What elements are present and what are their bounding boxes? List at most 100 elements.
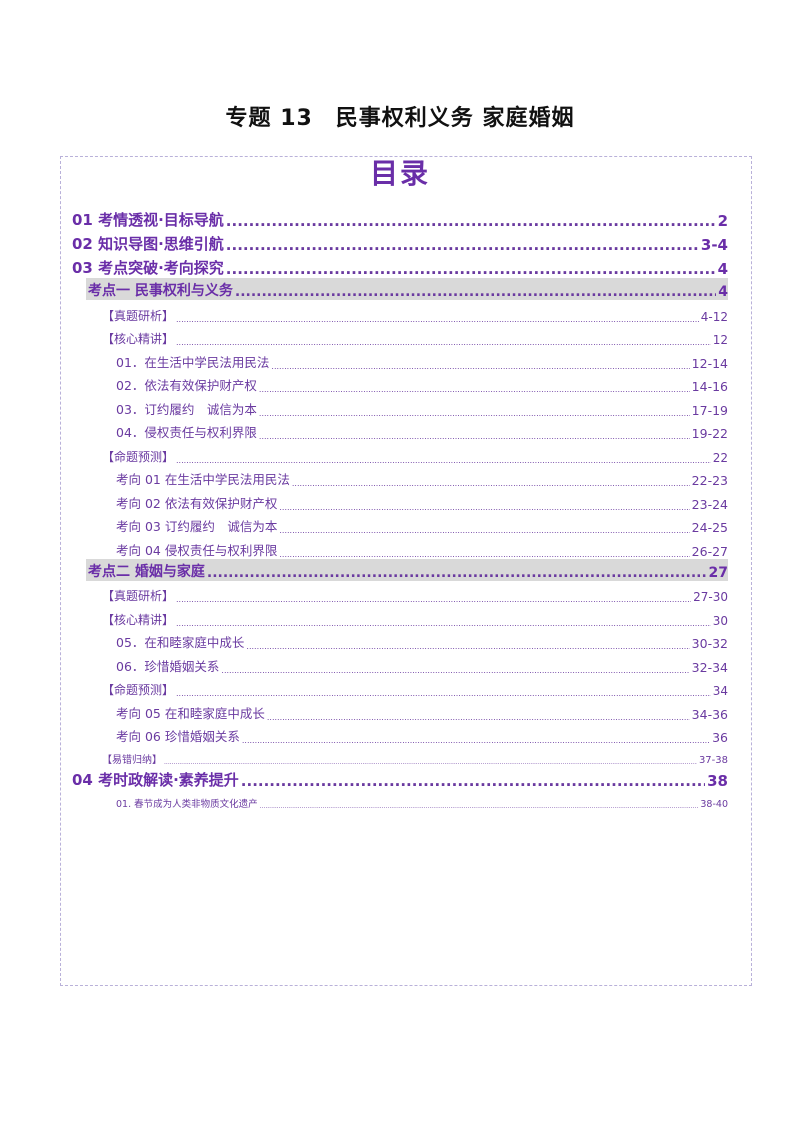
toc-entry-label: 考向 06 珍惜婚姻关系 xyxy=(116,729,240,744)
toc-entry-label: 06．珍惜婚姻关系 xyxy=(116,658,220,674)
toc-entry-label: 【命题预测】 xyxy=(102,683,175,697)
toc-entry-page: 32-34 xyxy=(691,659,728,675)
toc-entry[interactable]: 01．在生活中学民法用民法 12-14 xyxy=(72,347,728,371)
toc-leader-dots xyxy=(207,565,707,581)
toc-frame xyxy=(60,156,752,986)
toc-entry[interactable]: 【核心精讲】 12 xyxy=(72,324,728,347)
toc-entry-label: 04 考时政解读·素养提升 xyxy=(72,771,239,789)
toc-entry[interactable]: 【命题预测】 34 xyxy=(72,675,728,698)
toc-entry-label: 01．在生活中学民法用民法 xyxy=(116,354,270,370)
toc-entry[interactable]: 考向 03 订约履约 诚信为本 24-25 xyxy=(72,512,728,535)
toc-entry-label: 【命题预测】 xyxy=(102,449,175,464)
toc-entry[interactable]: 【真题研析】 27-30 xyxy=(72,581,728,604)
toc-entry-page: 2 xyxy=(717,212,728,230)
toc-entry[interactable]: 【命题预测】 22 xyxy=(72,441,728,465)
toc-entry[interactable]: 04．侵权责任与权利界限 19-22 xyxy=(72,418,728,441)
toc-entry-page: 14-16 xyxy=(691,379,728,394)
toc-entry-page: 4 xyxy=(718,284,728,300)
toc-leader-dots xyxy=(226,260,716,278)
toc-leader-dots xyxy=(279,503,689,512)
toc-entry-page: 34-36 xyxy=(691,706,728,722)
toc-entry-page: 27-30 xyxy=(693,590,728,604)
toc-entry-page: 30 xyxy=(712,613,728,628)
toc-entry[interactable]: 考点一 民事权利与义务 4 xyxy=(86,278,728,300)
toc-leader-dots xyxy=(259,432,690,441)
toc-leader-dots xyxy=(267,713,690,722)
toc-leader-dots xyxy=(176,315,699,324)
toc-entry[interactable]: 02．依法有效保护财产权 14-16 xyxy=(72,371,728,394)
toc-entry-label: 02．依法有效保护财产权 xyxy=(116,378,257,393)
toc-entry-page: 26-27 xyxy=(691,543,728,559)
toc-entry[interactable]: 考点二 婚姻与家庭 27 xyxy=(86,558,728,581)
toc-entry-label: 05．在和睦家庭中成长 xyxy=(116,635,245,650)
toc-entry-label: 03．订约履约 诚信为本 xyxy=(116,401,257,417)
toc-entry[interactable]: 01 考情透视·目标导航 2 xyxy=(72,206,728,230)
toc-leader-dots xyxy=(279,526,689,535)
toc-entry-page: 17-19 xyxy=(691,402,728,418)
toc-entry[interactable]: 【易错归纳】 37-38 xyxy=(72,745,728,766)
toc-heading: 目录 xyxy=(369,157,430,190)
toc-entry-page: 12 xyxy=(712,333,728,347)
toc-entry-page: 3-4 xyxy=(700,236,728,254)
toc-entry-label: 01 考情透视·目标导航 xyxy=(72,211,224,229)
toc-entry[interactable]: 考向 06 珍惜婚姻关系 36 xyxy=(72,722,728,745)
toc-entry-page: 38-40 xyxy=(700,799,728,810)
toc-entry-page: 22 xyxy=(712,450,728,465)
toc-leader-dots xyxy=(292,479,690,488)
toc-entry-page: 30-32 xyxy=(691,636,728,651)
toc-leader-dots xyxy=(246,642,689,651)
table-of-contents: 01 考情透视·目标导航202 知识导图·思维引航3-403 考点突破·考向探究… xyxy=(72,206,728,810)
toc-leader-dots xyxy=(176,619,711,628)
toc-entry-page: 4-12 xyxy=(700,309,728,324)
toc-entry-page: 27 xyxy=(708,564,728,581)
toc-entry[interactable]: 【核心精讲】 30 xyxy=(72,604,728,628)
toc-leader-dots xyxy=(226,212,716,230)
toc-entry[interactable]: 05．在和睦家庭中成长 30-32 xyxy=(72,628,728,651)
toc-entry-page: 4 xyxy=(717,260,728,278)
toc-entry[interactable]: 06．珍惜婚姻关系 32-34 xyxy=(72,651,728,675)
toc-entry-page: 36 xyxy=(712,730,728,745)
toc-entry-page: 22-23 xyxy=(691,473,728,488)
toc-entry-label: 考向 02 依法有效保护财产权 xyxy=(116,495,278,511)
toc-entry-page: 38 xyxy=(707,772,728,790)
toc-leader-dots xyxy=(235,284,716,300)
toc-leader-dots xyxy=(164,759,697,766)
toc-leader-dots xyxy=(221,666,689,675)
toc-leader-dots xyxy=(176,338,711,347)
toc-entry[interactable]: 03 考点突破·考向探究 4 xyxy=(72,254,728,278)
toc-leader-dots xyxy=(176,689,711,698)
toc-entry-page: 34 xyxy=(712,684,728,698)
toc-entry-page: 23-24 xyxy=(691,496,728,512)
toc-entry-label: 考向 03 订约履约 诚信为本 xyxy=(116,519,278,534)
toc-entry-label: 考向 01 在生活中学民法用民法 xyxy=(116,472,290,487)
toc-entry[interactable]: 考向 01 在生活中学民法用民法 22-23 xyxy=(72,465,728,488)
toc-entry[interactable]: 考向 02 依法有效保护财产权 23-24 xyxy=(72,488,728,512)
toc-entry[interactable]: 【真题研析】 4-12 xyxy=(72,300,728,324)
toc-entry-label: 02 知识导图·思维引航 xyxy=(72,235,224,253)
toc-leader-dots xyxy=(176,456,711,465)
toc-entry-page: 12-14 xyxy=(691,355,728,371)
toc-entry-label: 考点二 婚姻与家庭 xyxy=(88,563,205,580)
toc-entry-label: 考向 04 侵权责任与权利界限 xyxy=(116,542,278,558)
toc-leader-dots xyxy=(176,595,691,604)
toc-leader-dots xyxy=(260,803,699,810)
toc-entry[interactable]: 03．订约履约 诚信为本 17-19 xyxy=(72,394,728,418)
toc-entry-label: 【核心精讲】 xyxy=(102,612,175,627)
document-title: 专题 13 民事权利义务 家庭婚姻 xyxy=(225,106,575,131)
toc-entry-label: 【易错归纳】 xyxy=(102,755,162,766)
toc-entry[interactable]: 考向 04 侵权责任与权利界限 26-27 xyxy=(72,535,728,559)
toc-entry[interactable]: 考向 05 在和睦家庭中成长 34-36 xyxy=(72,698,728,722)
toc-entry-label: 【核心精讲】 xyxy=(102,332,175,346)
toc-entry[interactable]: 01. 春节成为人类非物质文化遗产 38-40 xyxy=(72,790,728,810)
toc-entry[interactable]: 04 考时政解读·素养提升 38 xyxy=(72,766,728,790)
toc-entry-label: 【真题研析】 xyxy=(102,308,175,323)
toc-entry-page: 19-22 xyxy=(691,426,728,441)
toc-leader-dots xyxy=(226,236,699,254)
toc-entry[interactable]: 02 知识导图·思维引航 3-4 xyxy=(72,230,728,254)
toc-entry-label: 03 考点突破·考向探究 xyxy=(72,259,224,277)
toc-entry-label: 考点一 民事权利与义务 xyxy=(88,283,233,299)
toc-leader-dots xyxy=(279,550,689,559)
toc-leader-dots xyxy=(242,736,710,745)
toc-leader-dots xyxy=(259,409,690,418)
toc-entry-label: 【真题研析】 xyxy=(102,589,175,603)
